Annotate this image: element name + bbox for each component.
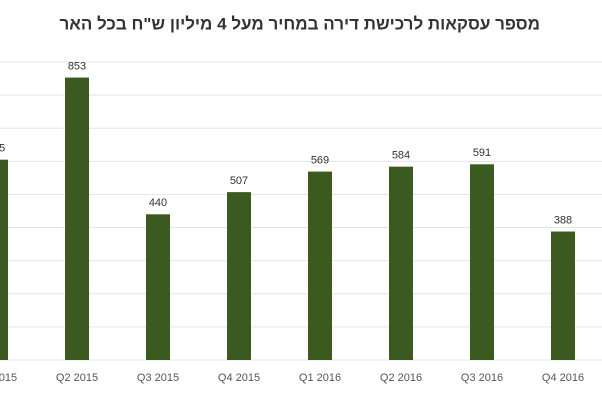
bar [0,159,8,360]
x-tick-label: Q2 2015 [56,372,98,384]
bar [146,214,170,360]
value-label: 584 [392,150,410,162]
x-tick-label: Q4 2015 [218,372,260,384]
bar [308,171,332,360]
value-label: 388 [554,214,572,226]
value-label: 591 [473,147,491,159]
x-tick-label: Q4 2016 [542,372,584,384]
value-label: 569 [311,155,329,167]
value-label: 440 [149,197,167,209]
x-tick-label: Q2 2016 [380,372,422,384]
bar [65,77,89,360]
bar [389,166,413,360]
value-label: 853 [68,60,86,72]
value-label: 507 [230,175,248,187]
chart-title: מספר עסקאות לרכישת דירה במחיר מעל 4 מילי… [59,14,540,33]
bar [470,164,494,360]
x-tick-label: Q1 2016 [299,372,341,384]
bar [551,231,575,360]
x-tick-label: Q1 2015 [0,372,17,384]
x-tick-label: Q3 2016 [461,372,503,384]
bar [227,192,251,360]
x-tick-label: Q3 2015 [137,372,179,384]
value-label: 605 [0,143,5,155]
